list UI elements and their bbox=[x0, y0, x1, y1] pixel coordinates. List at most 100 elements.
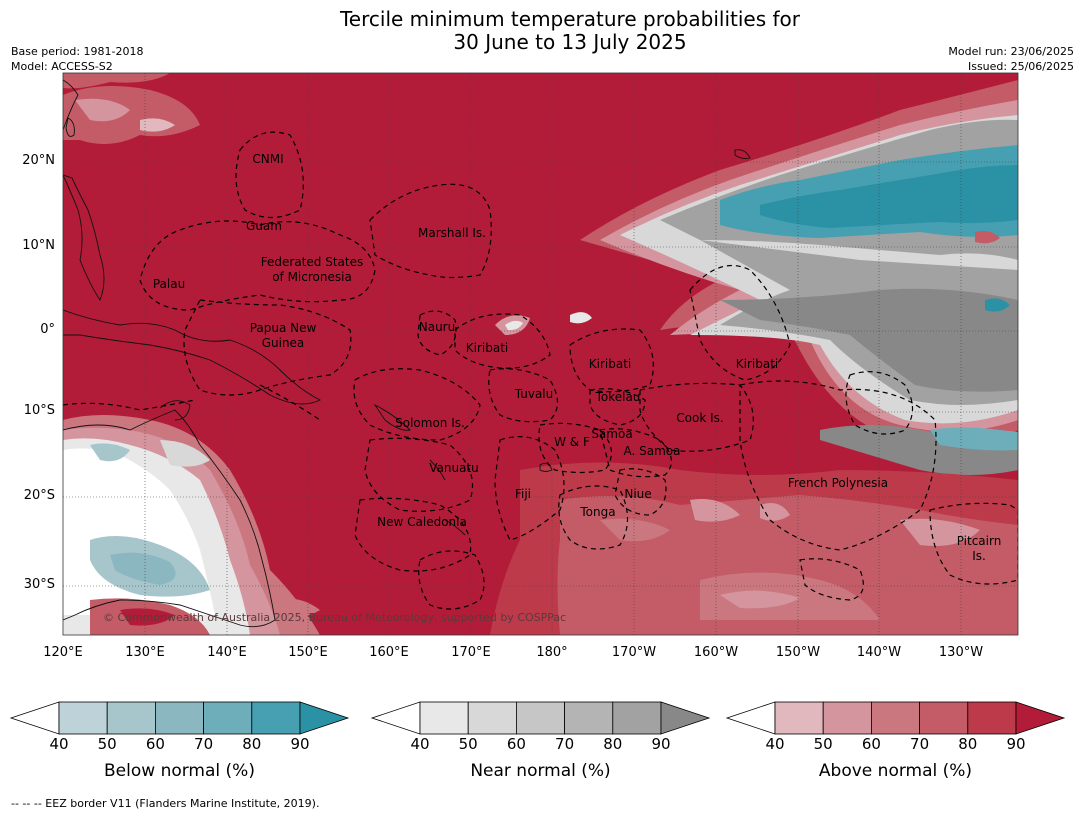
eez-kiribati-east bbox=[689, 264, 791, 381]
colorbar-tick-label: 40 bbox=[49, 735, 69, 753]
colorbar-tick-label: 90 bbox=[290, 735, 310, 753]
below-strong-patch bbox=[985, 298, 1010, 312]
region-label: Palau bbox=[153, 277, 185, 291]
model-name: Model: ACCESS-S2 bbox=[11, 60, 113, 73]
colorbar-tick-label: 50 bbox=[97, 735, 117, 753]
eez-micronesia bbox=[139, 220, 376, 311]
eez-tonga bbox=[558, 485, 629, 550]
eez-png bbox=[183, 299, 352, 396]
region-label: Niue bbox=[624, 487, 651, 501]
colorbar-label: Near normal (%) bbox=[470, 761, 611, 781]
eez-samoa bbox=[599, 428, 672, 478]
colorbar-extend-low bbox=[725, 701, 776, 735]
lat-tick-label: 20°N bbox=[22, 153, 55, 168]
philippines-coast bbox=[63, 174, 105, 301]
colorbar-segment bbox=[919, 701, 969, 735]
region-label: Fiji bbox=[515, 487, 531, 501]
region-label: Tuvalu bbox=[514, 387, 554, 401]
lon-tick-label: 160°W bbox=[693, 645, 739, 660]
above-light-patch bbox=[760, 502, 790, 521]
eez-pitcairn bbox=[929, 502, 1018, 585]
asia-coast bbox=[63, 79, 79, 131]
colorbar-segment bbox=[516, 701, 566, 735]
colorbar-extend-high bbox=[299, 701, 350, 735]
region-label: Samoa bbox=[591, 427, 632, 441]
colorbar-tick-label: 80 bbox=[958, 735, 978, 753]
cape-york-coast bbox=[159, 400, 191, 421]
colorbar-tick-label: 90 bbox=[651, 735, 671, 753]
near-light-patch bbox=[505, 320, 523, 331]
lon-tick-label: 130°E bbox=[125, 645, 165, 660]
model-run: Model run: 23/06/2025 bbox=[948, 45, 1074, 58]
region-label: French Polynesia bbox=[788, 476, 888, 490]
colorbar-1 bbox=[370, 701, 711, 735]
region-label: Solomon Is. bbox=[395, 416, 465, 430]
colorbars bbox=[9, 701, 1066, 735]
colorbar-tick-label: 80 bbox=[242, 735, 262, 753]
colorbar-tick-label: 70 bbox=[555, 735, 575, 753]
solomon-coast bbox=[373, 403, 411, 431]
above-strong-patch bbox=[120, 608, 175, 626]
above-light-patch bbox=[600, 518, 670, 542]
colorbar-tick-label: 80 bbox=[603, 735, 623, 753]
lon-tick-label: 120°E bbox=[43, 645, 83, 660]
below-light-patch bbox=[90, 443, 130, 462]
lon-tick-label: 150°E bbox=[288, 645, 328, 660]
below-medium-australia bbox=[110, 552, 176, 585]
colorbar-tick-label: 70 bbox=[910, 735, 930, 753]
issued-date: Issued: 25/06/2025 bbox=[967, 60, 1074, 73]
region-label: CNMI bbox=[252, 152, 283, 166]
region-label: Marshall Is. bbox=[418, 226, 486, 240]
taiwan-coast bbox=[65, 117, 75, 137]
near-strongest-band bbox=[720, 288, 1018, 392]
eez-nauru bbox=[417, 310, 457, 356]
near-strongest-patch bbox=[820, 425, 1018, 475]
lon-tick-label: 160°E bbox=[369, 645, 409, 660]
lon-tick-label: 130°W bbox=[938, 645, 984, 660]
region-label: Kiribati bbox=[589, 357, 631, 371]
lon-tick-label: 150°W bbox=[775, 645, 821, 660]
fiji-coast bbox=[539, 462, 553, 472]
lat-tick-label: 30°S bbox=[23, 577, 55, 592]
hawaii-coast bbox=[734, 149, 751, 160]
australia-coast bbox=[63, 409, 276, 628]
lon-tick-label: 140°W bbox=[856, 645, 902, 660]
base-period: Base period: 1981-2018 bbox=[11, 45, 144, 58]
region-label: Papua New bbox=[250, 321, 317, 335]
lon-tick-label: 170°W bbox=[611, 645, 657, 660]
colorbar-segment bbox=[251, 701, 301, 735]
colorbar-extend-high bbox=[1015, 701, 1066, 735]
above-light-patch bbox=[280, 598, 320, 617]
colorbar-label: Below normal (%) bbox=[104, 761, 255, 781]
eez-solomon bbox=[353, 368, 481, 441]
colorbar-extend-low bbox=[9, 701, 60, 735]
colorbar-tick-label: 60 bbox=[861, 735, 881, 753]
above-medium-patch bbox=[975, 230, 1000, 244]
colorbar-tick-label: 50 bbox=[458, 735, 478, 753]
eez-kiribati-west bbox=[454, 313, 551, 369]
lon-tick-label: 140°E bbox=[207, 645, 247, 660]
colorbar-tick-label: 40 bbox=[410, 735, 430, 753]
region-label: Kiribati bbox=[466, 341, 508, 355]
eez-new-caledonia bbox=[354, 497, 472, 572]
above-light-patch bbox=[140, 118, 175, 132]
colorbar-tick-label: 50 bbox=[813, 735, 833, 753]
eez-marquesas bbox=[845, 371, 914, 435]
eez-cnmi bbox=[235, 131, 304, 219]
colorbar-segment bbox=[467, 701, 517, 735]
near-light-patch bbox=[160, 440, 210, 467]
region-label: Pitcairn bbox=[957, 534, 1002, 548]
region-label: Kiribati bbox=[736, 357, 778, 371]
region-label: Is. bbox=[972, 549, 986, 563]
eez-fiji bbox=[494, 436, 565, 541]
vanuatu-coast bbox=[429, 459, 446, 481]
colorbar-segment bbox=[774, 701, 824, 735]
above-medium-south bbox=[557, 495, 1018, 635]
eez-norfolk bbox=[418, 550, 485, 610]
below-strong-region bbox=[760, 165, 1018, 228]
region-label: Nauru bbox=[419, 320, 455, 334]
lon-tick-label: 180° bbox=[536, 645, 568, 660]
region-label: Tonga bbox=[579, 505, 615, 519]
region-label: Cook Is. bbox=[676, 411, 723, 425]
